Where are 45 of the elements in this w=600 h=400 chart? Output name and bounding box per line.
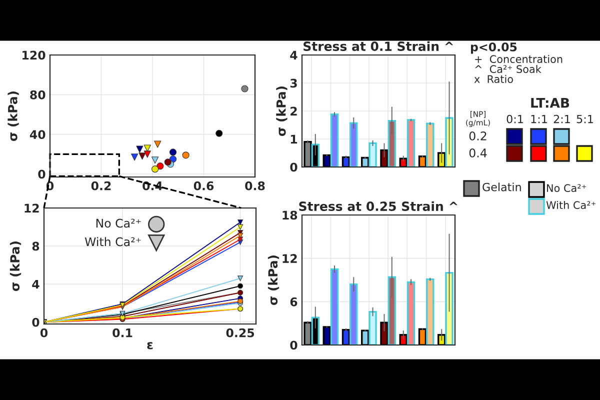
text: x Ratio bbox=[474, 74, 513, 84]
y-tick-label: 18 bbox=[282, 210, 298, 220]
x-tick-label: 0.1 bbox=[112, 328, 132, 338]
text: 2:1 bbox=[554, 114, 570, 124]
y-tick-label: 12 bbox=[24, 204, 39, 212]
x-tick-label: 0.6 bbox=[194, 181, 214, 190]
y-tick-label: 0 bbox=[290, 340, 298, 350]
text: 0:1 bbox=[506, 114, 523, 124]
text: 0.4 bbox=[469, 148, 487, 158]
y-tick-label: 2 bbox=[290, 106, 297, 116]
text: 5:1 bbox=[576, 114, 593, 124]
y-tick-label: 3 bbox=[290, 78, 297, 88]
text: ^ Ca²⁺ Soak bbox=[475, 64, 542, 74]
y-tick-label: 120 bbox=[22, 50, 46, 60]
text: p<0.05 bbox=[470, 42, 517, 54]
y-tick-label: 8 bbox=[32, 242, 40, 251]
y-tick-label: 40 bbox=[30, 130, 46, 140]
x-axis-title: ε bbox=[147, 342, 153, 350]
y-axis-title: σ (kPa) bbox=[10, 242, 22, 292]
y-axis-title: σ (kPa) bbox=[276, 86, 288, 136]
y-axis-title: σ (kPa) bbox=[8, 92, 19, 142]
y-tick-label: 4 bbox=[32, 280, 40, 289]
chart-title: Stress at 0.25 Strain ^ bbox=[299, 201, 458, 212]
y-tick-label: 1 bbox=[290, 134, 298, 144]
y-axis-title: σ (kPa) bbox=[268, 256, 280, 306]
text: No Ca²⁺ bbox=[547, 184, 586, 192]
x-tick-label: 0.2 bbox=[91, 181, 111, 190]
y-tick-label: 6 bbox=[290, 297, 298, 306]
y-tick-label: 80 bbox=[30, 90, 46, 100]
text: Gelatin bbox=[482, 182, 521, 192]
y-tick-label: 0 bbox=[38, 170, 46, 179]
annotation: No Ca²⁺ bbox=[96, 218, 141, 228]
y-tick-label: 12 bbox=[282, 254, 297, 263]
y-tick-label: 4 bbox=[290, 50, 298, 60]
y-tick-label: 0 bbox=[32, 318, 40, 327]
text: With Ca²⁺ bbox=[546, 200, 596, 210]
x-tick-label: 0.25 bbox=[226, 328, 254, 338]
text: LT:AB bbox=[531, 98, 570, 108]
text: 0.2 bbox=[469, 131, 486, 140]
text: + Concentration bbox=[475, 54, 562, 64]
y-tick-label: 0 bbox=[290, 162, 298, 172]
annotation: With Ca²⁺ bbox=[84, 237, 141, 246]
text: 1:1 bbox=[531, 114, 547, 124]
x-tick-label: 0.8 bbox=[245, 181, 265, 190]
chart-title: Stress at 0.1 Strain ^ bbox=[304, 41, 454, 52]
